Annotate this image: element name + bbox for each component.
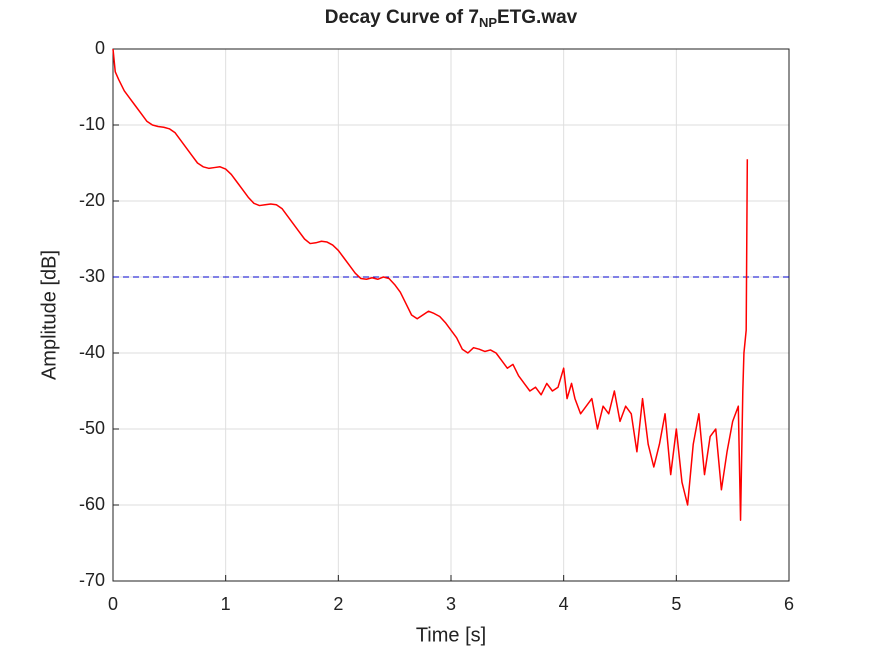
chart-title: Decay Curve of 7NPETG.wav — [325, 7, 578, 30]
title-subscript: NP — [479, 15, 497, 30]
y-tick-label: -30 — [79, 266, 105, 286]
line — [112, 48, 749, 521]
title-part: ETG.wav — [497, 7, 578, 28]
x-tick-label: 2 — [333, 594, 343, 614]
y-tick-label: 0 — [95, 38, 105, 58]
y-tick-label: -20 — [79, 190, 105, 210]
y-tick-label: -60 — [79, 494, 105, 514]
x-axis-label: Time [s] — [416, 624, 486, 646]
y-tick-label: -70 — [79, 570, 105, 590]
x-tick-label: 0 — [108, 594, 118, 614]
x-tick-label: 6 — [784, 594, 794, 614]
y-axis-label: Amplitude [dB] — [38, 250, 60, 380]
x-tick-label: 4 — [559, 594, 569, 614]
y-tick-label: -50 — [79, 418, 105, 438]
title-part: Decay Curve of 7 — [325, 7, 479, 28]
x-tick-label: 1 — [221, 594, 231, 614]
x-tick-label: 5 — [671, 594, 681, 614]
x-tick-label: 3 — [446, 594, 456, 614]
y-tick-label: -40 — [79, 342, 105, 362]
plot-frame — [112, 48, 790, 582]
y-tick-label: -10 — [79, 114, 105, 134]
